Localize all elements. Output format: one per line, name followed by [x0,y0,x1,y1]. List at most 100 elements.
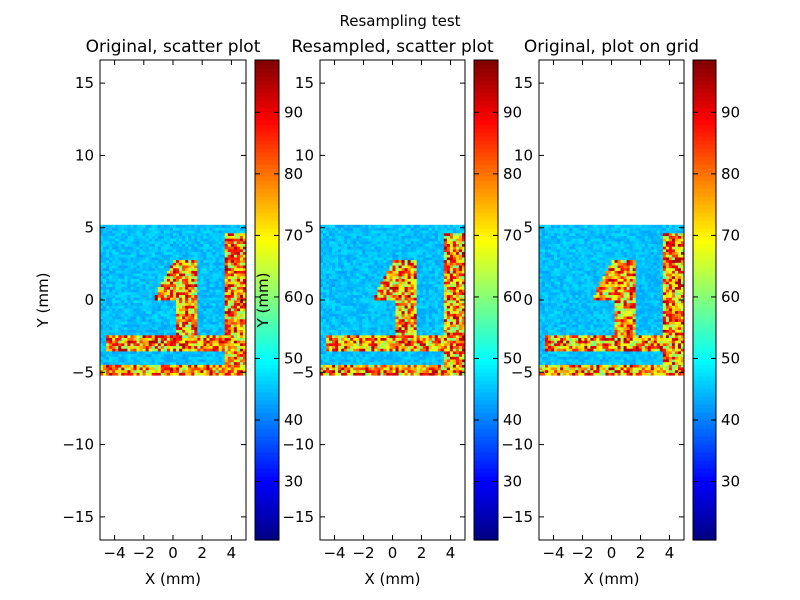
scatter-cell [130,254,134,258]
scatter-cell [386,297,390,301]
scatter-cell [386,361,390,365]
scatter-cell [218,356,223,360]
scatter-cell [157,265,162,269]
scatter-cell [115,369,119,373]
scatter-cell [142,251,147,255]
scatter-cell [160,278,165,282]
scatter-cell [166,348,171,352]
scatter-cell [203,340,207,344]
colorbar-segment [255,508,279,513]
scatter-cell [109,313,113,317]
scatter-cell [200,281,204,285]
scatter-cell [356,291,360,296]
scatter-cell [443,273,448,277]
scatter-cell [209,345,213,349]
scatter-cell [434,310,439,314]
scatter-cell [179,364,183,368]
scatter-cell [446,348,451,352]
scatter-cell [206,334,210,338]
scatter-cell [185,361,189,365]
scatter-cell [103,316,107,320]
scatter-cell [157,359,162,363]
scatter-cell [338,286,342,290]
scatter-cell [109,235,113,239]
colorbar-segment [255,316,279,321]
scatter-cell [323,273,327,277]
colorbar-segment [255,116,279,121]
scatter-cell [398,332,402,336]
scatter-cell [179,267,183,271]
scatter-cell [203,372,207,376]
scatter-cell [431,329,436,333]
scatter-cell [350,340,354,344]
scatter-cell [404,334,408,338]
scatter-cell [227,372,232,376]
scatter-cell [124,281,128,285]
scatter-cell [347,361,351,365]
scatter-cell [139,337,143,341]
scatter-cell [353,257,357,261]
scatter-cell [401,278,405,282]
scatter-cell [118,238,122,242]
scatter-cell [383,369,387,373]
scatter-cell [112,238,116,242]
scatter-cell [218,305,223,309]
scatter-cell [413,337,418,341]
scatter-cell [197,334,201,338]
scatter-cell [154,345,159,349]
scatter-cell [434,326,439,330]
scatter-cell [440,275,445,279]
scatter-cell [383,340,387,344]
scatter-cell [356,326,360,330]
scatter-cell [166,308,171,312]
scatter-cell [151,359,156,363]
scatter-cell [154,291,159,296]
scatter-cell [236,281,241,285]
scatter-cell [341,291,345,296]
scatter-cell [163,361,168,365]
scatter-cell [413,267,418,271]
scatter-cell [344,310,348,314]
scatter-cell [401,289,405,293]
scatter-cell [133,342,137,347]
scatter-cell [200,254,204,258]
scatter-cell [350,305,354,309]
scatter-cell [335,254,339,258]
scatter-cell [392,308,396,312]
scatter-cell [106,297,110,301]
scatter-cell [154,294,159,298]
scatter-cell [461,326,466,330]
scatter-cell [227,283,232,287]
scatter-cell [404,262,408,266]
scatter-cell [130,283,134,287]
scatter-cell [136,361,140,365]
scatter-cell [425,302,430,306]
scatter-cell [133,294,137,298]
scatter-cell [239,232,244,236]
colorbar-segment [255,376,279,381]
scatter-cell [188,310,192,314]
scatter-cell [338,281,342,285]
scatter-cell [100,316,104,320]
scatter-cell [449,278,454,282]
scatter-cell [166,291,171,296]
scatter-cell [209,240,213,245]
scatter-cell [353,297,357,301]
scatter-cell [106,238,110,242]
scatter-cell [344,345,348,349]
scatter-cell [121,270,125,274]
scatter-cell [185,300,189,304]
scatter-cell [371,364,375,368]
scatter-cell [169,232,174,236]
scatter-cell [320,300,324,304]
scatter-cell [350,283,354,287]
scatter-cell [145,300,150,304]
scatter-cell [215,364,220,368]
scatter-cell [148,243,153,247]
scatter-cell [362,313,366,317]
scatter-cell [103,224,107,228]
scatter-cell [401,286,405,290]
scatter-cell [242,329,247,333]
scatter-cell [139,353,143,357]
